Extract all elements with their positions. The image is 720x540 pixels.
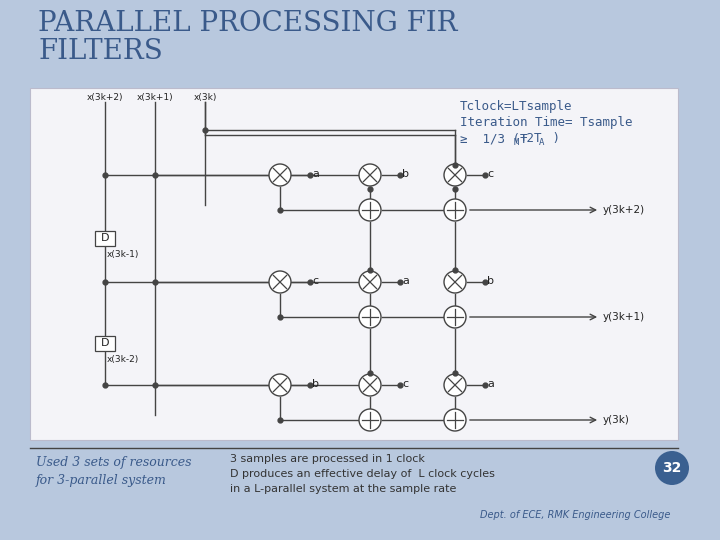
- Circle shape: [444, 199, 466, 221]
- Circle shape: [444, 409, 466, 431]
- Text: x(3k+1): x(3k+1): [137, 93, 174, 102]
- Text: a: a: [402, 276, 409, 286]
- Text: x(3k+2): x(3k+2): [86, 93, 123, 102]
- Text: c: c: [312, 276, 318, 286]
- Text: for 3-parallel system: for 3-parallel system: [36, 474, 167, 487]
- Bar: [95, 231, 115, 246]
- Text: Used 3 sets of resources: Used 3 sets of resources: [36, 456, 192, 469]
- Text: ≥  1/3 (T: ≥ 1/3 (T: [460, 132, 528, 145]
- Bar: [95, 335, 115, 350]
- Text: a: a: [312, 169, 319, 179]
- Text: b: b: [312, 379, 319, 389]
- Text: Iteration Time= Tsample: Iteration Time= Tsample: [460, 116, 632, 129]
- Text: y(3k+1): y(3k+1): [603, 312, 645, 322]
- Text: FILTERS: FILTERS: [38, 38, 163, 65]
- Circle shape: [655, 451, 689, 485]
- Text: x(3k): x(3k): [193, 93, 217, 102]
- FancyBboxPatch shape: [30, 88, 678, 440]
- Circle shape: [359, 199, 381, 221]
- Text: c: c: [487, 169, 493, 179]
- Circle shape: [359, 271, 381, 293]
- Text: D: D: [101, 338, 109, 348]
- Circle shape: [359, 374, 381, 396]
- Text: +2T: +2T: [520, 132, 542, 145]
- Text: y(3k+2): y(3k+2): [603, 205, 645, 215]
- Text: 32: 32: [662, 461, 682, 475]
- Circle shape: [444, 374, 466, 396]
- Text: A: A: [539, 138, 544, 147]
- Text: b: b: [402, 169, 409, 179]
- Circle shape: [269, 164, 291, 186]
- Circle shape: [269, 374, 291, 396]
- Circle shape: [359, 306, 381, 328]
- Text: in a L-parallel system at the sample rate: in a L-parallel system at the sample rat…: [230, 484, 456, 494]
- Text: D: D: [101, 233, 109, 243]
- Text: ): ): [545, 132, 560, 145]
- Text: c: c: [402, 379, 408, 389]
- Text: PARALLEL PROCESSING FIR: PARALLEL PROCESSING FIR: [38, 10, 457, 37]
- Text: a: a: [487, 379, 494, 389]
- Circle shape: [359, 164, 381, 186]
- Text: M: M: [514, 138, 519, 147]
- Text: y(3k): y(3k): [603, 415, 630, 425]
- Text: x(3k-2): x(3k-2): [107, 355, 139, 364]
- Circle shape: [359, 409, 381, 431]
- Text: Dept. of ECE, RMK Engineering College: Dept. of ECE, RMK Engineering College: [480, 510, 670, 520]
- Text: x(3k-1): x(3k-1): [107, 250, 140, 259]
- Circle shape: [444, 271, 466, 293]
- Circle shape: [444, 164, 466, 186]
- Text: 3 samples are processed in 1 clock: 3 samples are processed in 1 clock: [230, 454, 425, 464]
- Text: Tclock=LTsample: Tclock=LTsample: [460, 100, 572, 113]
- Circle shape: [444, 306, 466, 328]
- Circle shape: [269, 271, 291, 293]
- Text: b: b: [487, 276, 494, 286]
- Text: D produces an effective delay of  L clock cycles: D produces an effective delay of L clock…: [230, 469, 495, 479]
